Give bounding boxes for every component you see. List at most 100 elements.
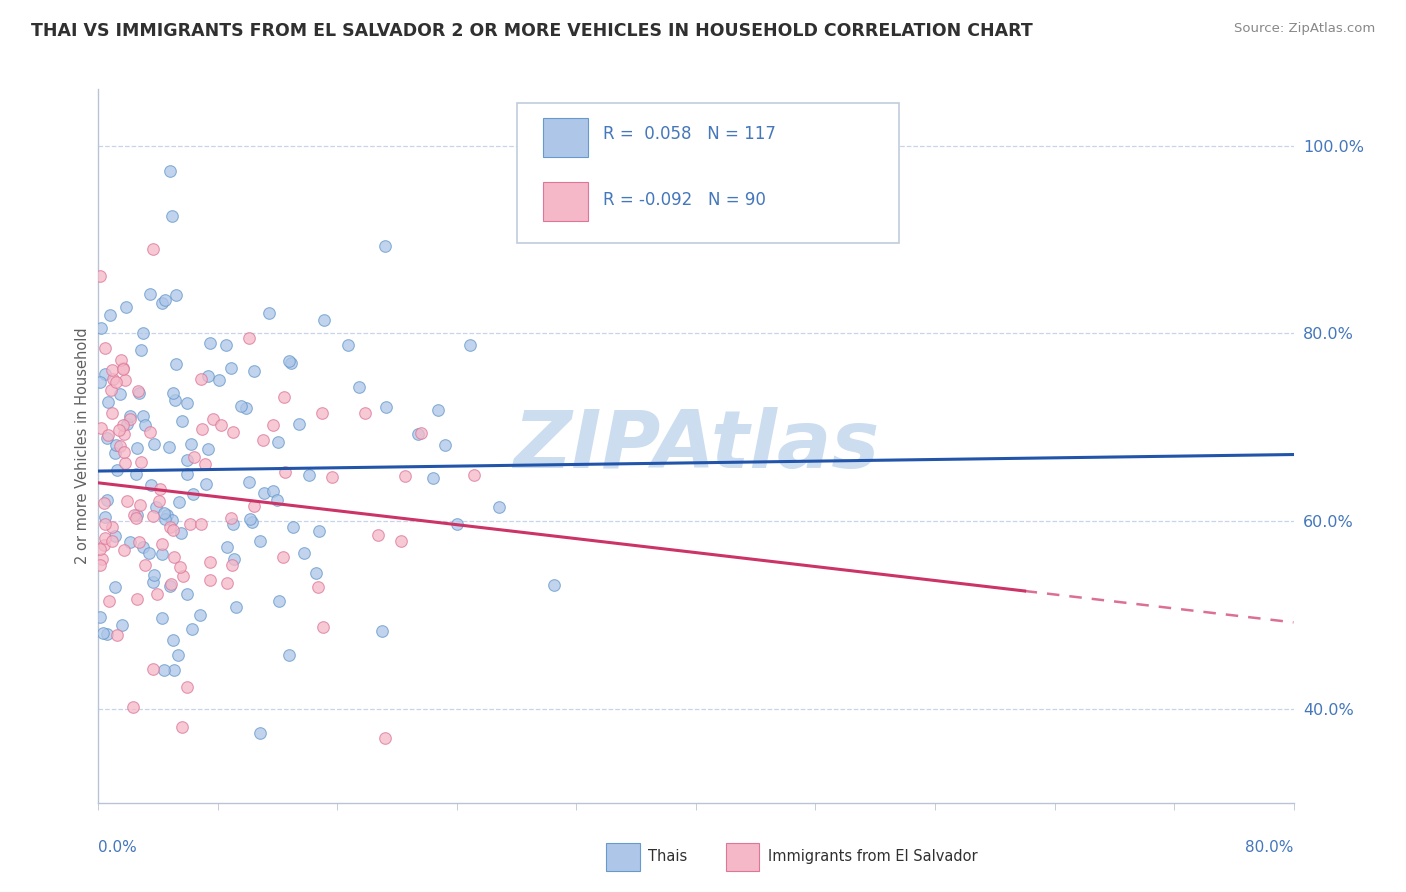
Point [139,425,162,440]
Point [125,510,148,524]
Point [208,373,231,387]
Point [336,338,359,352]
Point [110,353,132,368]
Point [127,384,149,398]
Point [488,500,510,515]
Point [176,467,198,482]
Point [131,409,153,423]
Point [160,577,183,591]
Point [170,414,193,428]
Point [266,492,288,507]
Point [142,242,165,256]
Point [281,520,304,534]
Point [292,546,315,560]
Point [222,425,245,439]
Point [188,607,211,622]
Point [94,531,117,545]
Y-axis label: 2 or more Vehicles in Household: 2 or more Vehicles in Household [75,327,90,565]
FancyBboxPatch shape [543,182,589,221]
Point [100,406,122,420]
Point [349,380,371,394]
Point [127,441,149,455]
Point [176,396,198,410]
Point [98,308,121,322]
Point [129,343,152,357]
Point [238,475,260,489]
Point [229,399,252,413]
Point [107,423,129,437]
Point [176,680,198,694]
Point [125,508,148,522]
Point [163,392,186,407]
Point [94,367,117,381]
Point [202,412,225,426]
Point [153,293,176,308]
Point [89,558,111,572]
Point [543,578,565,592]
Point [311,406,333,420]
Point [149,482,172,496]
Point [138,545,160,559]
Point [128,386,150,401]
Point [104,446,127,460]
Point [176,452,198,467]
Point [156,508,179,523]
Point [160,209,183,223]
Point [321,470,343,484]
Point [191,422,214,436]
Point [273,465,295,479]
Point [312,313,335,327]
Point [374,239,396,253]
Point [142,575,165,590]
Point [112,427,135,442]
Point [94,510,117,524]
Point [167,648,190,663]
Point [90,421,112,435]
Point [143,436,166,450]
Point [112,542,135,557]
Point [219,511,242,525]
Point [111,618,134,632]
Point [90,551,112,566]
Point [120,409,142,424]
Text: R = -0.092   N = 90: R = -0.092 N = 90 [603,191,766,209]
Point [145,500,167,514]
Point [169,559,191,574]
Point [152,547,174,561]
Point [94,516,117,531]
Point [225,599,247,614]
Point [180,436,202,450]
Point [427,403,450,417]
Point [160,513,183,527]
Point [104,580,127,594]
Point [458,337,481,351]
Point [117,493,139,508]
Point [131,326,153,341]
Point [107,628,129,642]
Text: ZIPAtlas: ZIPAtlas [513,407,879,485]
Point [170,526,193,541]
Point [89,375,111,389]
Point [134,558,156,573]
Point [111,417,134,432]
Point [139,287,162,301]
Point [370,624,392,638]
Point [114,373,136,387]
Point [312,620,335,634]
Point [125,467,148,482]
Point [93,538,115,552]
Point [105,438,128,452]
Point [434,438,457,452]
Point [215,576,238,591]
Point [114,456,136,470]
Point [354,406,377,420]
Bar [606,844,640,871]
Point [305,566,328,581]
Point [394,469,416,483]
Point [142,662,165,676]
Point [249,533,271,548]
Point [142,568,165,582]
Point [96,627,118,641]
Point [197,442,219,456]
Point [253,486,276,500]
